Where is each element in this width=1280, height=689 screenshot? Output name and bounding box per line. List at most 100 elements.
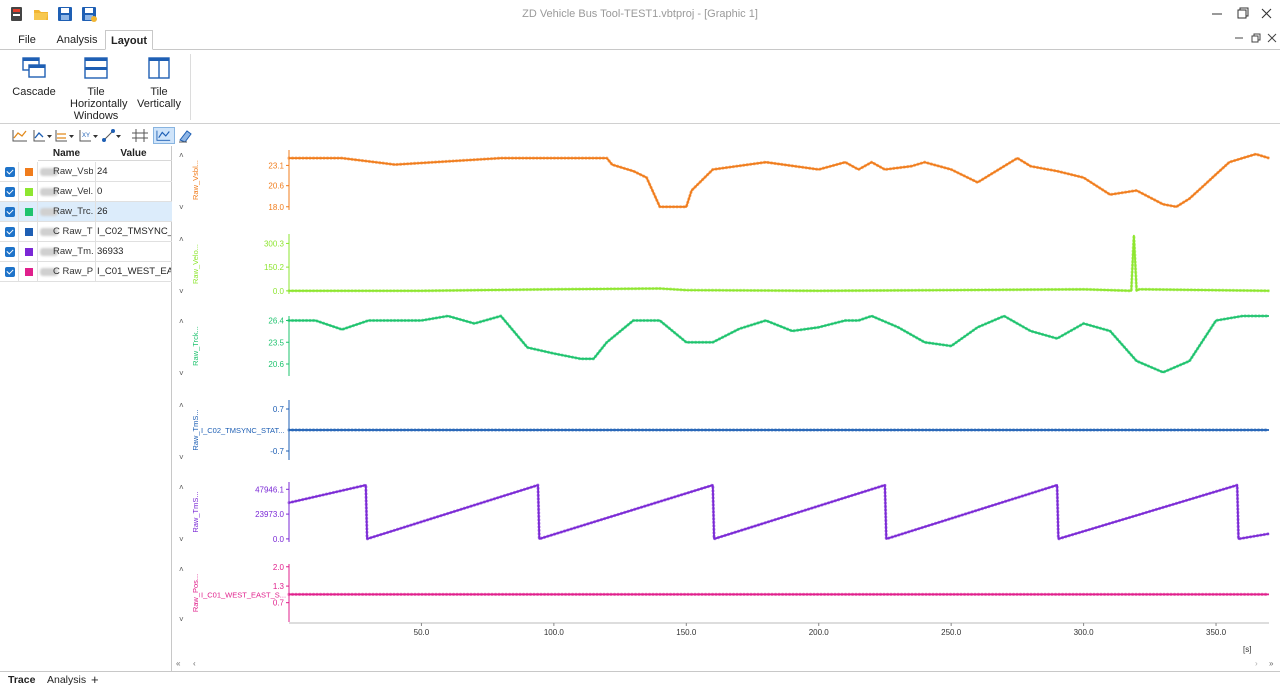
multi-axis-icon[interactable] [53,127,75,144]
y-tick-label: 300.3 [264,239,285,248]
y-tick-label: 1.3 [273,582,285,591]
row-checkbox[interactable] [5,167,15,177]
bottom-tab-bar: Trace Analysis + [0,671,1280,689]
row-checkbox[interactable] [5,187,15,197]
value-column-header[interactable]: Value [95,146,172,161]
axis-dropdown-icon[interactable] [31,127,53,144]
y-tick-label: 0.0 [273,287,285,296]
chart-panel[interactable]: ˄ ˅ Raw_Vsbl... 23.1 20.6 18.0 [179,150,1271,212]
tab-file[interactable]: File [18,34,36,46]
collapse-chevron-icon[interactable]: ˄ [179,317,184,326]
table-row[interactable]: Raw_Vel... 0 [0,182,172,202]
ribbon-tabs: File Analysis Layout [0,28,1280,50]
color-swatch[interactable] [25,168,33,176]
color-swatch[interactable] [25,228,33,236]
tab-layout[interactable]: Layout [105,30,153,50]
x-tick-label: 300.0 [1074,628,1095,637]
x-tick-label: 250.0 [941,628,962,637]
collapse-chevron-icon[interactable]: ˄ [179,483,184,492]
add-axis-icon[interactable] [9,127,31,144]
signal-value: 36933 [97,246,124,257]
y-tick-label: 150.2 [264,263,285,272]
y-tick-label: 18.0 [268,203,284,212]
save-as-icon[interactable] [80,5,98,23]
color-swatch[interactable] [25,188,33,196]
xy-axis-icon[interactable]: XY [77,127,99,144]
collapse-chevron-icon[interactable]: ˄ [179,235,184,244]
table-row[interactable]: Raw_Vsb... 24 [0,162,172,182]
panel-name-label: Raw_Pos... [191,574,200,612]
scroll-first-icon[interactable]: « [176,659,181,668]
expand-chevron-icon[interactable]: ˅ [179,535,184,544]
tab-analysis-bottom[interactable]: Analysis [47,674,87,686]
restore-icon[interactable] [1232,5,1254,23]
chart-mode-icon[interactable] [153,127,175,144]
expand-chevron-icon[interactable]: ˅ [179,203,184,212]
mdi-minimize-icon[interactable] [1232,31,1246,45]
table-row[interactable]: Raw_Trc... 26 [0,202,172,222]
y-tick-label: 2.0 [273,563,285,572]
tile-vertically-button[interactable]: Tile Vertically [134,56,184,110]
chart-panel[interactable]: ˄ ˅ Raw_TmS... 47946.1 23973.0 0.0 [179,482,1271,544]
expand-chevron-icon[interactable]: ˅ [179,453,184,462]
tab-trace[interactable]: Trace [8,674,36,686]
row-checkbox[interactable] [5,227,15,237]
scroll-last-icon[interactable]: » [1269,659,1274,668]
scroll-left-icon[interactable]: ‹ [193,659,196,668]
state-label: I_C02_TMSYNC_STAT... [201,426,285,435]
tile-vertically-label: Tile Vertically [136,86,182,110]
redacted-prefix [40,188,58,196]
tile-horizontal-icon [84,57,108,79]
signal-name: Raw_Tm... [53,246,93,257]
expand-chevron-icon[interactable]: ˅ [179,615,184,624]
signal-name: Raw_Vel... [53,186,93,197]
tile-horizontally-button[interactable]: Tile Horizontally [70,56,127,110]
tab-analysis[interactable]: Analysis [56,34,98,46]
chart-panel[interactable]: ˄ ˅ Raw_Pos... 2.0 1.3 0.7I_C01_WEST_EAST_S..… [179,563,1271,624]
cascade-button[interactable]: Cascade [12,56,56,98]
expand-chevron-icon[interactable]: ˅ [179,287,184,296]
trace-chart-area[interactable]: ˄ ˅ Raw_Vsbl... 23.1 20.6 18.0 ˄ ˅ Raw_Velo... 30… [173,146,1280,671]
color-swatch[interactable] [25,268,33,276]
color-swatch[interactable] [25,208,33,216]
y-tick-label: 23.1 [268,161,284,170]
series-line [289,234,1270,292]
app-icon[interactable] [8,5,26,23]
clear-icon[interactable] [175,127,197,144]
ribbon-panel: Cascade Tile Horizontally Tile Verticall… [0,50,1280,124]
add-tab-button[interactable]: + [91,672,99,687]
signal-name: Raw_Trc... [53,206,93,217]
collapse-chevron-icon[interactable]: ˄ [179,151,184,160]
collapse-chevron-icon[interactable]: ˄ [179,401,184,410]
row-checkbox[interactable] [5,247,15,257]
panel-name-label: Raw_TmS... [191,491,200,532]
minimize-icon[interactable] [1206,5,1228,23]
expand-chevron-icon[interactable]: ˅ [179,369,184,378]
panel-name-label: Raw_Vsbl... [191,160,200,200]
marker-icon[interactable] [100,127,122,144]
table-row[interactable]: C Raw_Tm... I_C02_TMSYNC_S... [0,222,172,242]
signal-name: Raw_Vsb... [53,166,93,177]
signal-value: 26 [97,206,108,217]
chart-panel[interactable]: ˄ ˅ Raw_Velo... 300.3 150.2 0.0 [179,234,1271,296]
signal-name: C Raw_Pos... [53,266,93,277]
row-checkbox[interactable] [5,267,15,277]
x-tick-label: 100.0 [544,628,565,637]
mdi-close-icon[interactable] [1265,31,1279,45]
chart-panel[interactable]: ˄ ˅ Raw_TmS... 0.7 -0.7 I_C02_TMSYNC_STAT... [179,400,1271,462]
crosshair-icon[interactable] [129,127,151,144]
collapse-chevron-icon[interactable]: ˄ [179,565,184,574]
table-row[interactable]: C Raw_Pos... I_C01_WEST_EAS... [0,262,172,282]
save-icon[interactable] [56,5,74,23]
chart-panel[interactable]: ˄ ˅ Raw_Trck... 26.4 23.5 20.6 [179,314,1271,378]
name-column-header[interactable]: Name [38,146,95,161]
color-swatch[interactable] [25,248,33,256]
table-row[interactable]: Raw_Tm... 36933 [0,242,172,262]
row-checkbox[interactable] [5,207,15,217]
redacted-prefix [40,228,58,236]
scroll-right-icon[interactable]: › [1255,659,1258,668]
mdi-restore-icon[interactable] [1249,31,1263,45]
windows-group-label: Windows [73,110,119,122]
close-icon[interactable] [1256,5,1278,23]
open-folder-icon[interactable] [32,5,50,23]
